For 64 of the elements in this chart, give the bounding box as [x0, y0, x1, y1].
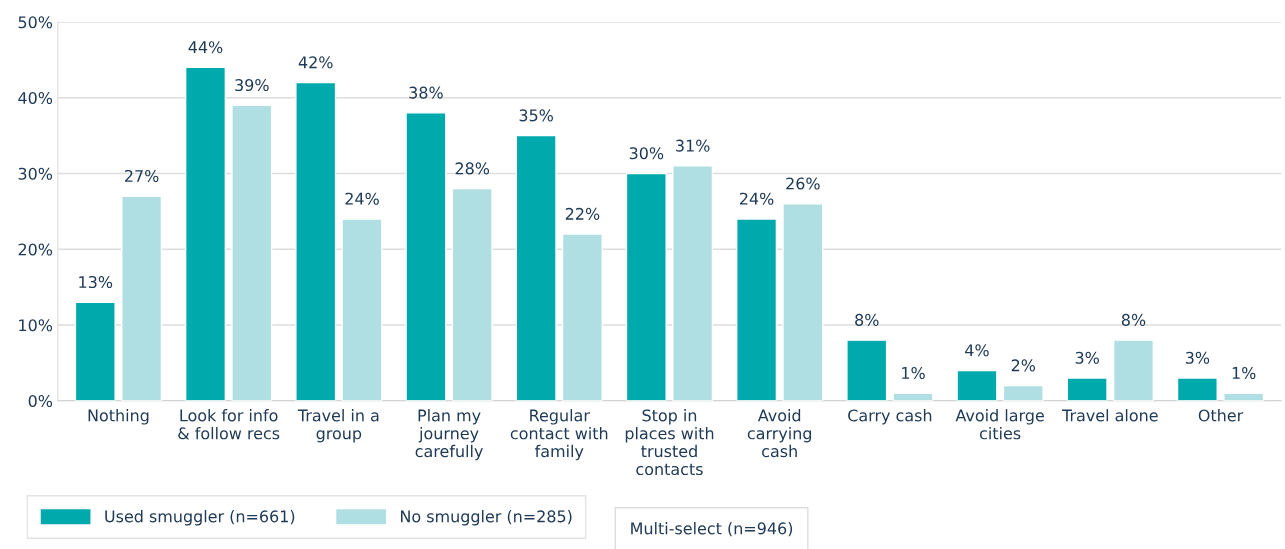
bar	[1066, 377, 1108, 401]
data-label: 30%	[629, 147, 664, 160]
legend-label: Used smuggler (n=661)	[105, 510, 295, 526]
bar	[405, 112, 447, 401]
data-label: 39%	[235, 79, 269, 92]
data-label: 3%	[1075, 351, 1099, 364]
data-label: 8%	[1121, 313, 1146, 326]
bar	[736, 218, 778, 401]
bar	[672, 165, 714, 401]
y-tick-label: 50%	[18, 16, 53, 29]
bar	[782, 203, 824, 401]
bar	[1176, 377, 1218, 401]
bar	[625, 172, 667, 401]
bar	[1223, 392, 1265, 401]
data-label: 24%	[345, 192, 379, 205]
data-label: 42%	[298, 56, 333, 69]
data-label: 22%	[565, 207, 600, 220]
bar	[561, 233, 603, 401]
bar	[184, 66, 227, 401]
bar	[341, 218, 383, 401]
legend-label: No smuggler (n=285)	[401, 510, 572, 526]
x-tick-label: Travel alone	[1062, 409, 1158, 422]
x-tick-label: Avoid carrying cash	[747, 409, 812, 458]
data-label: 44%	[188, 41, 223, 54]
y-tick-label: 0%	[28, 394, 53, 408]
x-tick-label: Stop in places with trusted contacts	[625, 409, 714, 476]
x-tick-label: Travel in a group	[297, 409, 379, 443]
data-label: 1%	[1232, 366, 1256, 379]
bar	[231, 104, 273, 401]
x-tick-label: Nothing	[88, 409, 149, 425]
x-tick-label: Look for info & follow recs	[178, 409, 280, 440]
data-label: 13%	[79, 275, 113, 289]
x-tick-label: Other	[1198, 409, 1244, 422]
data-label: 28%	[455, 162, 490, 175]
bar	[846, 339, 888, 401]
x-tick-label: Avoid large cities	[955, 409, 1044, 440]
data-label: 27%	[125, 169, 159, 183]
data-label: 4%	[965, 344, 989, 357]
y-tick-label: 40%	[18, 91, 53, 105]
y-tick-label: 30%	[18, 167, 53, 180]
data-label: 24%	[739, 192, 774, 205]
bar	[1002, 384, 1044, 401]
data-label: 26%	[786, 177, 820, 190]
y-tick-label: 10%	[19, 319, 53, 332]
data-label: 35%	[519, 109, 553, 122]
bar	[74, 301, 116, 401]
data-label: 31%	[676, 139, 710, 152]
text: Multi-select (n=946)	[631, 522, 793, 537]
bar	[121, 195, 163, 401]
bar	[892, 392, 934, 401]
bar	[515, 134, 557, 401]
data-label: 3%	[1185, 351, 1210, 364]
data-label: 1%	[902, 366, 925, 379]
data-label: 8%	[855, 313, 879, 326]
x-tick-label: Plan my journey carefully	[415, 409, 483, 461]
data-label: 2%	[1011, 359, 1036, 372]
x-tick-label: Regular contact with family	[510, 409, 608, 461]
y-tick-label: 20%	[18, 243, 53, 256]
bar	[956, 369, 998, 401]
x-tick-label: Carry cash	[848, 409, 932, 425]
data-label: 38%	[409, 86, 443, 99]
bar	[295, 81, 337, 401]
bar	[451, 187, 493, 401]
bar	[1112, 339, 1154, 401]
